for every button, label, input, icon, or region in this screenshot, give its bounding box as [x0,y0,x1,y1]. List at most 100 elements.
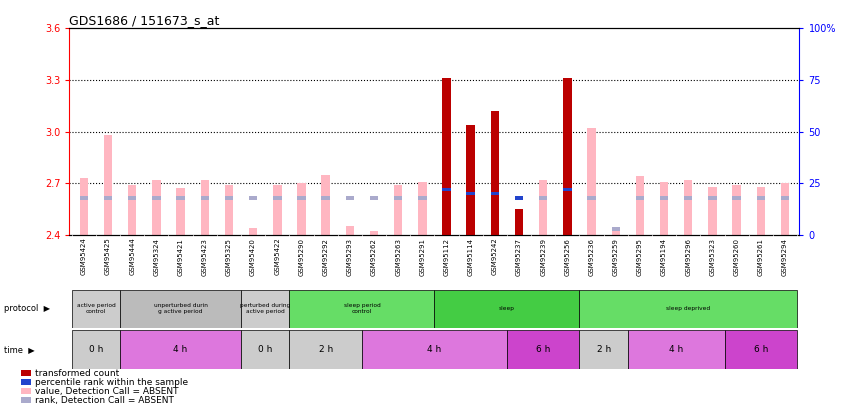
Bar [434,290,580,328]
Bar [612,228,620,235]
Text: GSM95262: GSM95262 [371,238,377,275]
Bar [442,78,451,235]
Bar [587,128,596,235]
Text: GSM95420: GSM95420 [250,238,256,275]
Bar [563,188,572,191]
Bar [225,196,233,200]
Text: GSM95293: GSM95293 [347,238,353,276]
Bar [628,330,724,369]
Bar [612,227,620,230]
Text: GSM95444: GSM95444 [129,238,135,275]
Bar [580,290,797,328]
Bar [507,330,580,369]
Text: GSM95256: GSM95256 [564,238,570,275]
Bar [21,379,31,386]
Bar [733,185,741,235]
Bar [466,125,475,235]
Text: GSM95423: GSM95423 [201,238,208,275]
Text: perturbed during
active period: perturbed during active period [240,303,290,314]
Bar [297,196,305,200]
Bar [708,196,717,200]
Bar [491,111,499,235]
Text: GSM95260: GSM95260 [733,238,739,276]
Bar [345,226,354,235]
Text: GSM95324: GSM95324 [153,238,159,275]
Bar [684,196,693,200]
Bar [466,125,475,235]
Text: GSM95261: GSM95261 [758,238,764,276]
Bar [362,330,507,369]
Text: 6 h: 6 h [536,345,551,354]
Bar [289,290,434,328]
Bar [756,187,765,235]
Bar [104,196,113,200]
Bar [515,196,524,200]
Text: rank, Detection Call = ABSENT: rank, Detection Call = ABSENT [36,396,174,405]
Bar [241,290,289,328]
Text: GSM95194: GSM95194 [661,238,667,276]
Bar [394,196,403,200]
Bar [104,135,113,235]
Text: GSM95237: GSM95237 [516,238,522,276]
Text: GSM95292: GSM95292 [322,238,328,275]
Bar [152,180,161,235]
Text: time  ▶: time ▶ [4,345,35,354]
Bar [225,185,233,235]
Bar [120,290,241,328]
Bar [321,175,330,235]
Bar [72,290,120,328]
Bar [563,78,572,235]
Bar [21,397,31,403]
Bar [442,188,451,191]
Text: GDS1686 / 151673_s_at: GDS1686 / 151673_s_at [69,14,220,27]
Bar [418,181,426,235]
Bar [491,111,499,235]
Bar [21,370,31,377]
Bar [635,196,644,200]
Bar [128,185,136,235]
Bar [466,192,475,196]
Text: 0 h: 0 h [258,345,272,354]
Text: sleep period
control: sleep period control [343,303,380,314]
Bar [289,330,362,369]
Bar [201,196,209,200]
Text: 2 h: 2 h [318,345,332,354]
Bar [273,185,282,235]
Bar [72,330,120,369]
Text: GSM95422: GSM95422 [274,238,280,275]
Bar [635,176,644,235]
Bar [587,196,596,200]
Bar [249,196,257,200]
Text: GSM95259: GSM95259 [613,238,618,275]
Text: transformed count: transformed count [36,369,119,378]
Text: percentile rank within the sample: percentile rank within the sample [36,378,189,387]
Bar [442,78,451,235]
Text: GSM95425: GSM95425 [105,238,111,275]
Bar [394,185,403,235]
Text: sleep deprived: sleep deprived [666,306,711,311]
Bar [724,330,797,369]
Text: GSM95236: GSM95236 [589,238,595,276]
Text: GSM95112: GSM95112 [443,238,449,276]
Bar [660,196,668,200]
Bar [563,78,572,235]
Text: GSM95291: GSM95291 [420,238,426,276]
Bar [176,196,184,200]
Text: 4 h: 4 h [669,345,684,354]
Bar [781,196,789,200]
Bar [249,228,257,235]
Text: GSM95114: GSM95114 [468,238,474,276]
Bar [345,196,354,200]
Bar [21,388,31,394]
Bar [273,196,282,200]
Text: protocol  ▶: protocol ▶ [4,304,51,313]
Text: GSM95424: GSM95424 [81,238,87,275]
Text: 6 h: 6 h [754,345,768,354]
Text: 2 h: 2 h [596,345,611,354]
Text: value, Detection Call = ABSENT: value, Detection Call = ABSENT [36,387,179,396]
Bar [321,196,330,200]
Bar [660,181,668,235]
Bar [491,192,499,196]
Bar [120,330,241,369]
Text: 4 h: 4 h [173,345,188,354]
